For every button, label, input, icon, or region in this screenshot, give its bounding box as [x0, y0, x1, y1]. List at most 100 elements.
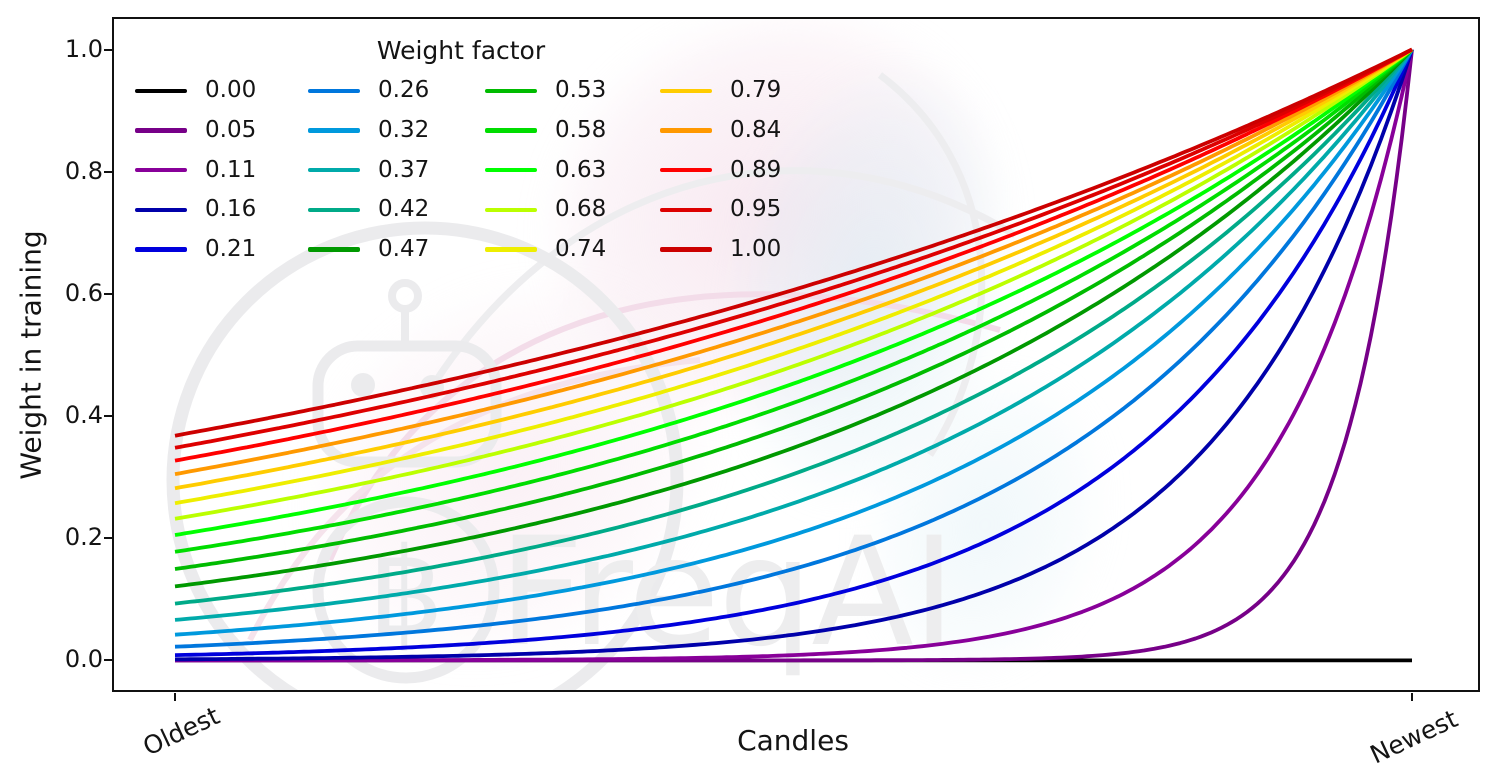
legend-swatch-icon [135, 88, 187, 94]
legend-label: 0.00 [205, 77, 257, 104]
y-tick-label: 0.8 [64, 156, 103, 185]
legend: Weight factor 0.00 0.05 0.11 0.16 0.21 0.26 0.… [135, 36, 787, 269]
legend-entry: 0.79 [660, 71, 787, 111]
legend-swatch-icon [135, 128, 187, 133]
legend-entry: 0.53 [485, 71, 660, 111]
legend-label: 0.47 [378, 236, 430, 263]
legend-swatch-icon [660, 247, 712, 252]
legend-swatch-icon [485, 88, 537, 94]
legend-label: 0.79 [730, 77, 782, 104]
legend-title: Weight factor [376, 36, 546, 65]
logo-outer-circle-icon [166, 221, 684, 691]
curve-factor-0.26 [174, 48, 1414, 649]
curve-factor-0.42 [174, 48, 1414, 606]
y-tick-mark [104, 415, 112, 418]
y-tick-label: 0.4 [64, 400, 103, 429]
legend-label: 0.68 [555, 196, 607, 223]
curve-factor-0.68 [174, 47, 1414, 521]
curve-factor-0.21 [174, 48, 1414, 657]
curve-factor-0.37 [174, 48, 1414, 622]
y-tick-mark [104, 48, 112, 51]
curve-factor-0.53 [174, 48, 1414, 571]
legend-swatch-icon [485, 207, 537, 213]
y-tick-label: 0.6 [64, 278, 103, 307]
legend-entry: 0.47 [308, 230, 485, 270]
y-tick-label: 0.0 [64, 645, 103, 674]
robot-head-icon [312, 340, 502, 468]
legend-swatch-icon [660, 167, 712, 173]
legend-entry: 0.16 [135, 190, 308, 230]
robot-eye-icon [351, 373, 375, 397]
legend-label: 0.84 [730, 117, 782, 144]
legend-entry: 1.00 [660, 230, 787, 270]
legend-entry: 0.74 [485, 230, 660, 270]
legend-label: 0.37 [378, 156, 430, 183]
curve-factor-0.63 [174, 47, 1414, 537]
legend-entry: 0.42 [308, 190, 485, 230]
legend-entry: 0.21 [135, 230, 308, 270]
legend-swatch-icon [485, 247, 537, 252]
legend-swatch-icon [135, 167, 187, 173]
x-tick-mark [174, 693, 176, 701]
legend-entry: 0.58 [485, 111, 660, 151]
legend-entry: 0.11 [135, 150, 308, 190]
legend-swatch-icon [660, 128, 712, 133]
y-axis-label: Weight in training [14, 230, 48, 480]
y-tick-label: 0.2 [64, 523, 103, 552]
legend-label: 0.21 [205, 236, 257, 263]
legend-entry: 0.00 [135, 71, 308, 111]
curve-factor-0.79 [174, 47, 1413, 491]
curve-factor-1.00 [174, 47, 1413, 438]
legend-entry: 0.63 [485, 150, 660, 190]
y-tick-label: 1.0 [64, 34, 103, 63]
legend-label: 0.95 [730, 196, 782, 223]
legend-label: 0.16 [205, 196, 257, 223]
legend-label: 0.32 [378, 117, 430, 144]
legend-label: 0.53 [555, 77, 607, 104]
legend-entries: 0.00 0.05 0.11 0.16 0.21 0.26 0.32 0.37 0.42 0.47… [135, 71, 787, 269]
legend-swatch-icon [485, 167, 537, 173]
curve-factor-0.47 [174, 48, 1414, 589]
legend-swatch-icon [308, 128, 360, 133]
legend-entry: 0.37 [308, 150, 485, 190]
legend-entry: 0.68 [485, 190, 660, 230]
x-axis-label: Candles [737, 724, 849, 757]
legend-label: 0.11 [205, 156, 257, 183]
x-tick-mark [1411, 693, 1413, 701]
legend-swatch-icon [308, 207, 360, 213]
legend-swatch-icon [485, 128, 537, 133]
legend-swatch-icon [308, 167, 360, 173]
curve-factor-0.58 [174, 48, 1414, 554]
legend-swatch-icon [135, 207, 187, 213]
legend-swatch-icon [135, 247, 187, 252]
legend-label: 0.42 [378, 196, 430, 223]
legend-entry: 0.84 [660, 111, 787, 151]
legend-label: 0.26 [378, 77, 430, 104]
legend-label: 0.89 [730, 156, 782, 183]
legend-label: 0.58 [555, 117, 607, 144]
curve-factor-0.74 [174, 47, 1414, 506]
curve-factor-0.16 [175, 48, 1414, 662]
y-tick-mark [104, 659, 112, 662]
legend-entry: 0.95 [660, 190, 787, 230]
legend-label: 0.63 [555, 156, 607, 183]
y-tick-mark [104, 170, 112, 173]
curve-factor-0.89 [174, 47, 1413, 463]
curve-factor-0.11 [175, 49, 1414, 663]
legend-label: 0.74 [555, 236, 607, 263]
y-tick-mark [104, 537, 112, 540]
legend-entry: 0.89 [660, 150, 787, 190]
legend-entry: 0.32 [308, 111, 485, 151]
robot-antenna-ball-icon [388, 279, 422, 313]
legend-swatch-icon [660, 88, 712, 94]
legend-swatch-icon [308, 247, 360, 252]
legend-entry: 0.05 [135, 111, 308, 151]
curve-factor-0.95 [174, 47, 1413, 450]
curve-factor-0.84 [174, 47, 1413, 476]
legend-swatch-icon [308, 88, 360, 94]
legend-entry: 0.26 [308, 71, 485, 111]
coin-circle-icon [312, 496, 500, 684]
y-tick-mark [104, 292, 112, 295]
